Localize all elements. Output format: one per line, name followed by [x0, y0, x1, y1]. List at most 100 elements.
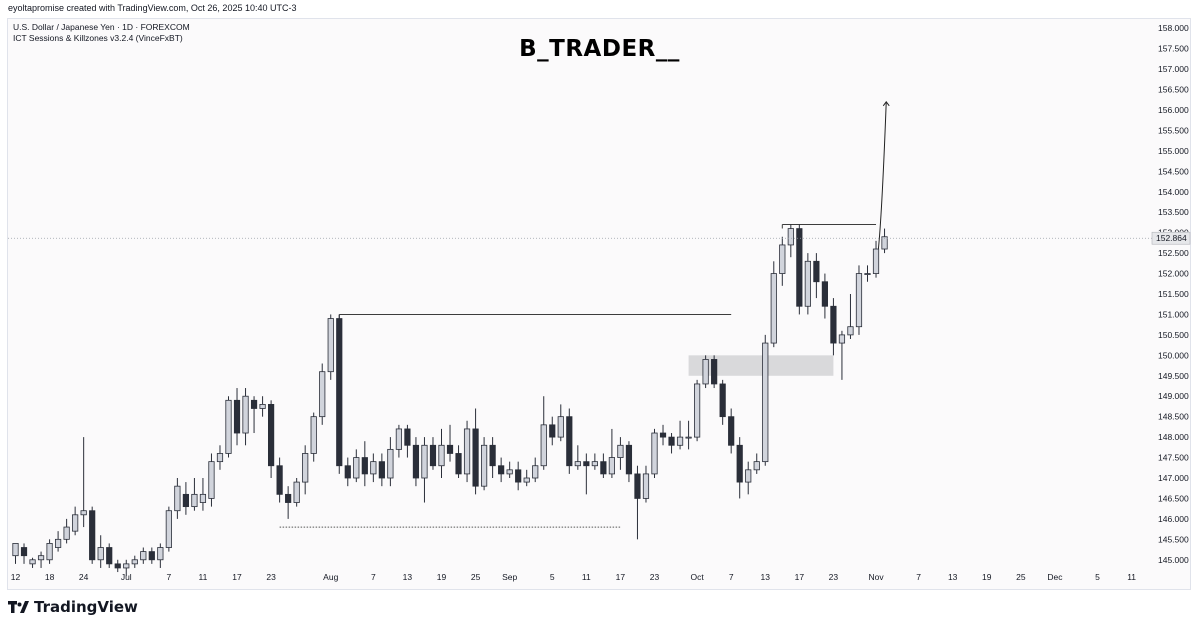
candle-body — [208, 461, 215, 499]
zone-rect — [688, 355, 834, 376]
candle — [259, 396, 266, 417]
candle — [523, 469, 530, 487]
candle — [89, 506, 96, 564]
last-price-marker: 152.864 — [8, 231, 1191, 245]
candle — [97, 535, 104, 568]
candle-body — [353, 457, 360, 479]
x-tick-label: 17 — [232, 572, 242, 582]
x-axis[interactable]: 12 18 24 Jul 7 11 17 23 Aug 7 13 19 25 Sep 5 11 17 23 Oct 7… — [11, 572, 1137, 582]
candle — [506, 461, 513, 478]
y-tick-label: 152.000 — [1158, 269, 1189, 279]
candle-body — [685, 436, 692, 439]
candle-body — [813, 260, 820, 283]
y-tick-label: 149.500 — [1158, 371, 1189, 381]
y-tick-label: 147.500 — [1158, 453, 1189, 463]
candle-body — [762, 342, 769, 463]
candle — [20, 543, 28, 564]
candle — [583, 453, 590, 495]
y-tick-label: 146.000 — [1158, 514, 1189, 524]
candle-body — [148, 551, 155, 561]
x-tick-label: 13 — [403, 572, 413, 582]
candle-body — [361, 457, 368, 475]
candle-body — [267, 403, 275, 467]
symbol-legend[interactable]: U.S. Dollar / Japanese Yen · 1D · FOREXC… — [13, 22, 190, 32]
candle-body — [719, 383, 726, 418]
candle — [421, 437, 428, 503]
candle-body — [429, 444, 437, 467]
candle — [72, 506, 79, 536]
candle-body — [881, 236, 888, 250]
candle — [131, 555, 138, 568]
candle — [711, 355, 718, 389]
candle-body — [446, 444, 454, 454]
candle — [694, 379, 701, 442]
candle — [617, 437, 624, 470]
candle — [480, 437, 488, 491]
candle-body — [310, 416, 317, 454]
candle-body — [191, 493, 198, 508]
candle-body — [642, 473, 650, 499]
indicator-legend[interactable]: ICT Sessions & Killzones v3.2.4 (VinceFx… — [13, 33, 183, 43]
x-tick-label: 11 — [199, 572, 208, 582]
candle — [319, 363, 326, 425]
candle-body — [302, 453, 309, 483]
candle — [745, 461, 752, 495]
candle — [702, 355, 709, 389]
x-tick-label: 5 — [550, 572, 555, 582]
candle-body — [37, 555, 45, 561]
candle-body — [404, 428, 411, 446]
candle — [353, 449, 360, 483]
candle — [728, 408, 735, 454]
candle — [29, 557, 36, 568]
x-tick-label: 7 — [729, 572, 734, 582]
candle-body — [293, 481, 300, 503]
candle-body — [72, 514, 79, 532]
candle — [225, 396, 232, 458]
candle-body — [745, 469, 752, 483]
candle-body — [412, 444, 420, 479]
candle — [830, 298, 837, 356]
tradingview-brand[interactable]: TradingView — [8, 597, 138, 617]
candle — [625, 441, 633, 483]
x-tick-label: 18 — [45, 572, 55, 582]
candle — [489, 437, 496, 478]
candle-body — [140, 551, 147, 561]
y-tick-label: 157.500 — [1158, 44, 1189, 54]
x-tick-label: 7 — [371, 572, 376, 582]
candle — [63, 518, 70, 544]
x-tick-label: 5 — [1095, 572, 1100, 582]
candle — [285, 486, 292, 519]
y-tick-label: 152.500 — [1158, 248, 1189, 258]
candle-body — [157, 547, 164, 561]
x-tick-label: 24 — [79, 572, 89, 582]
candle — [515, 461, 522, 491]
candle-body — [659, 432, 667, 438]
last-price-label: 152.864 — [1156, 233, 1187, 243]
candle-body — [80, 510, 87, 516]
x-tick-label: 25 — [1016, 572, 1026, 582]
y-tick-label: 156.000 — [1158, 105, 1189, 115]
y-tick-label: 151.000 — [1158, 309, 1189, 319]
candle — [182, 482, 189, 515]
candle — [395, 424, 403, 458]
y-axis[interactable]: 145.000 145.500 146.000 146.500 147.000 147.5… — [1158, 23, 1189, 565]
candle-body — [694, 383, 701, 438]
candle-body — [387, 448, 394, 479]
y-tick-label: 149.000 — [1158, 391, 1189, 401]
candle — [855, 265, 863, 335]
candle — [455, 445, 462, 478]
candle — [821, 273, 829, 319]
candle — [736, 437, 743, 499]
candle — [463, 420, 471, 483]
candle — [12, 543, 19, 564]
candle — [327, 314, 334, 380]
candle-body — [515, 469, 522, 483]
candle — [557, 404, 564, 442]
candle — [412, 437, 420, 487]
candle-body — [20, 547, 28, 557]
candle — [387, 437, 394, 487]
candle — [276, 457, 283, 503]
candle — [140, 547, 147, 564]
candle-body — [838, 334, 846, 344]
candle-body — [540, 424, 547, 467]
